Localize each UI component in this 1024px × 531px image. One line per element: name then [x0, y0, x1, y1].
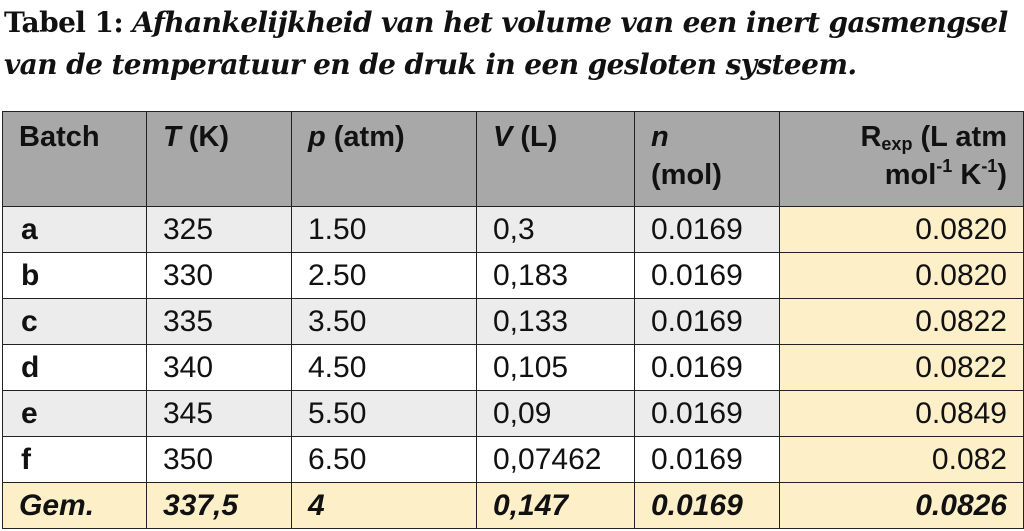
header-temperature-symbol: T: [163, 121, 181, 153]
table-row: f 350 6.50 0,07462 0.0169 0.082: [2, 436, 1024, 483]
cell-batch: e: [2, 390, 147, 437]
header-temperature-unit: (K): [180, 121, 230, 153]
cell-temperature: 350: [146, 436, 292, 483]
cell-r-exp: 0.0820: [779, 206, 1024, 253]
caption-title-line-1: Afhankelijkheid van het volume van een i…: [132, 6, 1008, 39]
cell-moles: 0.0169: [634, 344, 780, 391]
cell-r-exp: 0.0822: [779, 344, 1024, 391]
cell-batch: c: [2, 298, 147, 345]
header-r-exp: Rexp (L atm mol-1 K-1): [779, 111, 1024, 207]
header-batch: Batch: [2, 111, 147, 207]
cell-average-temperature: 337,5: [146, 482, 292, 529]
cell-volume: 0,07462: [476, 436, 635, 483]
header-r-k: K: [952, 159, 982, 191]
cell-volume: 0,09: [476, 390, 635, 437]
cell-temperature: 325: [146, 206, 292, 253]
data-table: Batch T (K) p (atm) V (L) n (mol) Rexp (L…: [2, 111, 1024, 529]
cell-pressure: 3.50: [291, 298, 477, 345]
header-r-sup-1: -1: [936, 156, 953, 176]
cell-pressure: 1.50: [291, 206, 477, 253]
cell-r-exp: 0.0822: [779, 298, 1024, 345]
header-r-symbol: R: [860, 121, 882, 153]
header-r-subscript: exp: [881, 134, 913, 154]
table-row: c 335 3.50 0,133 0.0169 0.0822: [2, 298, 1024, 345]
header-r-mol: mol: [884, 159, 937, 191]
header-moles-unit: (mol): [651, 159, 722, 191]
header-volume: V (L): [476, 111, 635, 207]
header-volume-unit: (L): [512, 121, 558, 153]
cell-r-exp: 0.0849: [779, 390, 1024, 437]
cell-volume: 0,183: [476, 252, 635, 299]
cell-moles: 0.0169: [634, 436, 780, 483]
caption-line-1: Tabel 1: Afhankelijkheid van het volume …: [4, 2, 1024, 44]
cell-moles: 0.0169: [634, 390, 780, 437]
cell-pressure: 5.50: [291, 390, 477, 437]
cell-batch: f: [2, 436, 147, 483]
caption-title-line-2: van de temperatuur en de druk in een ges…: [4, 48, 857, 81]
cell-volume: 0,3: [476, 206, 635, 253]
table-caption: Tabel 1: Afhankelijkheid van het volume …: [4, 2, 1024, 86]
cell-temperature: 335: [146, 298, 292, 345]
cell-temperature: 330: [146, 252, 292, 299]
table-row: e 345 5.50 0,09 0.0169 0.0849: [2, 390, 1024, 437]
cell-pressure: 4.50: [291, 344, 477, 391]
cell-temperature: 345: [146, 390, 292, 437]
header-volume-symbol: V: [493, 121, 513, 153]
cell-r-exp: 0.0820: [779, 252, 1024, 299]
cell-pressure: 2.50: [291, 252, 477, 299]
header-pressure-unit: (atm): [325, 121, 405, 153]
cell-batch: a: [2, 206, 147, 253]
cell-volume: 0,133: [476, 298, 635, 345]
cell-temperature: 340: [146, 344, 292, 391]
header-moles-symbol: n: [651, 121, 669, 153]
cell-average-label: Gem.: [2, 482, 147, 529]
cell-average-r-exp: 0.0826: [779, 482, 1024, 529]
cell-moles: 0.0169: [634, 298, 780, 345]
cell-moles: 0.0169: [634, 206, 780, 253]
header-r-close: ): [997, 159, 1007, 191]
table-row: a 325 1.50 0,3 0.0169 0.0820: [2, 206, 1024, 253]
cell-average-volume: 0,147: [476, 482, 635, 529]
table-row: d 340 4.50 0,105 0.0169 0.0822: [2, 344, 1024, 391]
cell-batch: b: [2, 252, 147, 299]
header-pressure-symbol: p: [308, 121, 326, 153]
header-temperature: T (K): [146, 111, 292, 207]
header-r-unit-1: (L atm: [912, 121, 1008, 153]
average-row: Gem. 337,5 4 0,147 0.0169 0.0826: [2, 482, 1024, 529]
cell-r-exp: 0.082: [779, 436, 1024, 483]
cell-average-pressure: 4: [291, 482, 477, 529]
header-moles: n (mol): [634, 111, 780, 207]
table-row: b 330 2.50 0,183 0.0169 0.0820: [2, 252, 1024, 299]
cell-volume: 0,105: [476, 344, 635, 391]
header-row: Batch T (K) p (atm) V (L) n (mol) Rexp (L…: [2, 111, 1024, 207]
header-r-sup-2: -1: [981, 156, 998, 176]
cell-pressure: 6.50: [291, 436, 477, 483]
cell-average-moles: 0.0169: [634, 482, 780, 529]
cell-batch: d: [2, 344, 147, 391]
cell-moles: 0.0169: [634, 252, 780, 299]
header-pressure: p (atm): [291, 111, 477, 207]
caption-label: Tabel 1:: [4, 6, 124, 39]
